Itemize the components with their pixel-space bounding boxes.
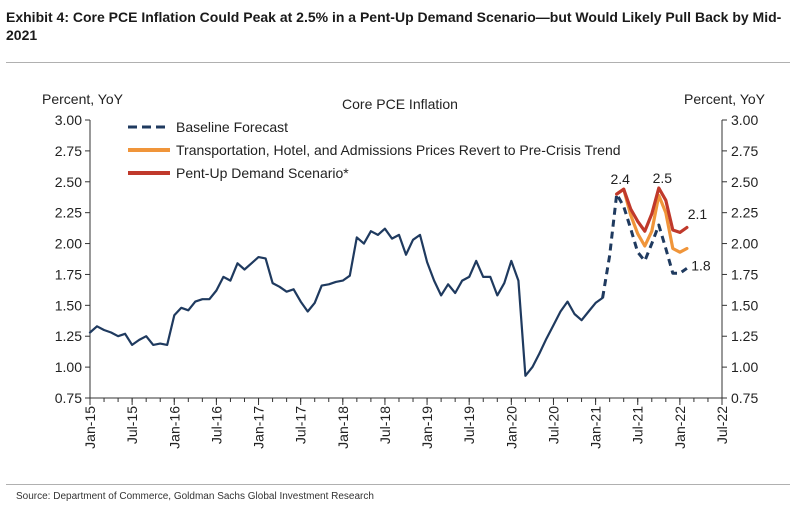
core-pce-chart: Core PCE Inflation Percent, YoY Percent,… (42, 91, 766, 449)
series-pent-up-demand (615, 186, 689, 234)
y-tick-label-left: 3.00 (55, 112, 82, 128)
data-label: 1.8 (691, 258, 711, 274)
legend-label-pentup: Pent-Up Demand Scenario* (176, 165, 349, 181)
y-tick-label-right: 3.00 (731, 112, 758, 128)
left-axis-label: Percent, YoY (42, 91, 124, 107)
source-note: Source: Department of Commerce, Goldman … (16, 491, 374, 502)
exhibit-title: Exhibit 4: Core PCE Inflation Could Peak… (6, 9, 782, 43)
x-tick-label: Jan-18 (335, 406, 351, 449)
x-tick-label: Jul-21 (630, 406, 646, 444)
y-tick-label-right: 0.75 (731, 390, 758, 406)
y-tick-label-left: 1.25 (55, 328, 82, 344)
y-tick-label-right: 2.75 (731, 143, 758, 159)
x-tick-label: Jul-16 (208, 406, 224, 444)
footer-divider (6, 484, 790, 485)
y-tick-label-left: 0.75 (55, 390, 82, 406)
y-tick-label-right: 2.00 (731, 236, 758, 252)
x-tick-label: Jul-19 (461, 406, 477, 444)
axes: 0.75 0.75 1.00 1.00 1.25 1.25 1.50 1.50 1.75 1.75… (55, 112, 759, 449)
x-tick-label: Jan-22 (672, 406, 688, 449)
data-label: 2.5 (653, 170, 673, 186)
y-tick-label-right: 1.50 (731, 297, 758, 313)
x-tick-label: Jul-22 (714, 406, 730, 444)
x-tick-label: Jan-21 (588, 406, 604, 449)
x-tick-label: Jul-15 (124, 406, 140, 444)
legend: Baseline Forecast Transportation, Hotel,… (128, 119, 621, 181)
data-label: 2.1 (688, 206, 708, 222)
series-baseline-forecast (601, 192, 688, 299)
y-tick-label-right: 2.50 (731, 174, 758, 190)
y-tick-label-right: 1.00 (731, 359, 758, 375)
y-tick-label-left: 1.00 (55, 359, 82, 375)
y-tick-label-left: 2.75 (55, 143, 82, 159)
series-layer (88, 186, 689, 377)
y-tick-label-left: 1.75 (55, 266, 82, 282)
y-tick-label-right: 2.25 (731, 205, 758, 221)
annotation-layer: 2.4 2.5 2.1 1.8 (610, 170, 710, 274)
x-tick-label: Jan-19 (419, 406, 435, 449)
x-tick-label: Jul-18 (377, 406, 393, 444)
x-tick-label: Jan-15 (82, 406, 98, 449)
x-tick-label: Jan-20 (503, 406, 519, 449)
legend-label-transport: Transportation, Hotel, and Admissions Pr… (176, 142, 621, 158)
y-tick-label-left: 1.50 (55, 297, 82, 313)
series-historical (88, 227, 604, 377)
data-label: 2.4 (610, 171, 630, 187)
y-tick-label-left: 2.50 (55, 174, 82, 190)
y-tick-label-right: 1.25 (731, 328, 758, 344)
chart-title: Core PCE Inflation (342, 96, 458, 112)
right-axis-label: Percent, YoY (684, 91, 766, 107)
y-tick-label-left: 2.00 (55, 236, 82, 252)
x-tick-label: Jul-17 (293, 406, 309, 444)
title-divider (6, 62, 790, 63)
y-tick-label-left: 2.25 (55, 205, 82, 221)
y-tick-label-right: 1.75 (731, 266, 758, 282)
legend-label-baseline: Baseline Forecast (176, 119, 288, 135)
x-tick-label: Jan-17 (251, 406, 267, 449)
x-tick-label: Jan-16 (166, 406, 182, 449)
x-tick-label: Jul-20 (545, 406, 561, 444)
